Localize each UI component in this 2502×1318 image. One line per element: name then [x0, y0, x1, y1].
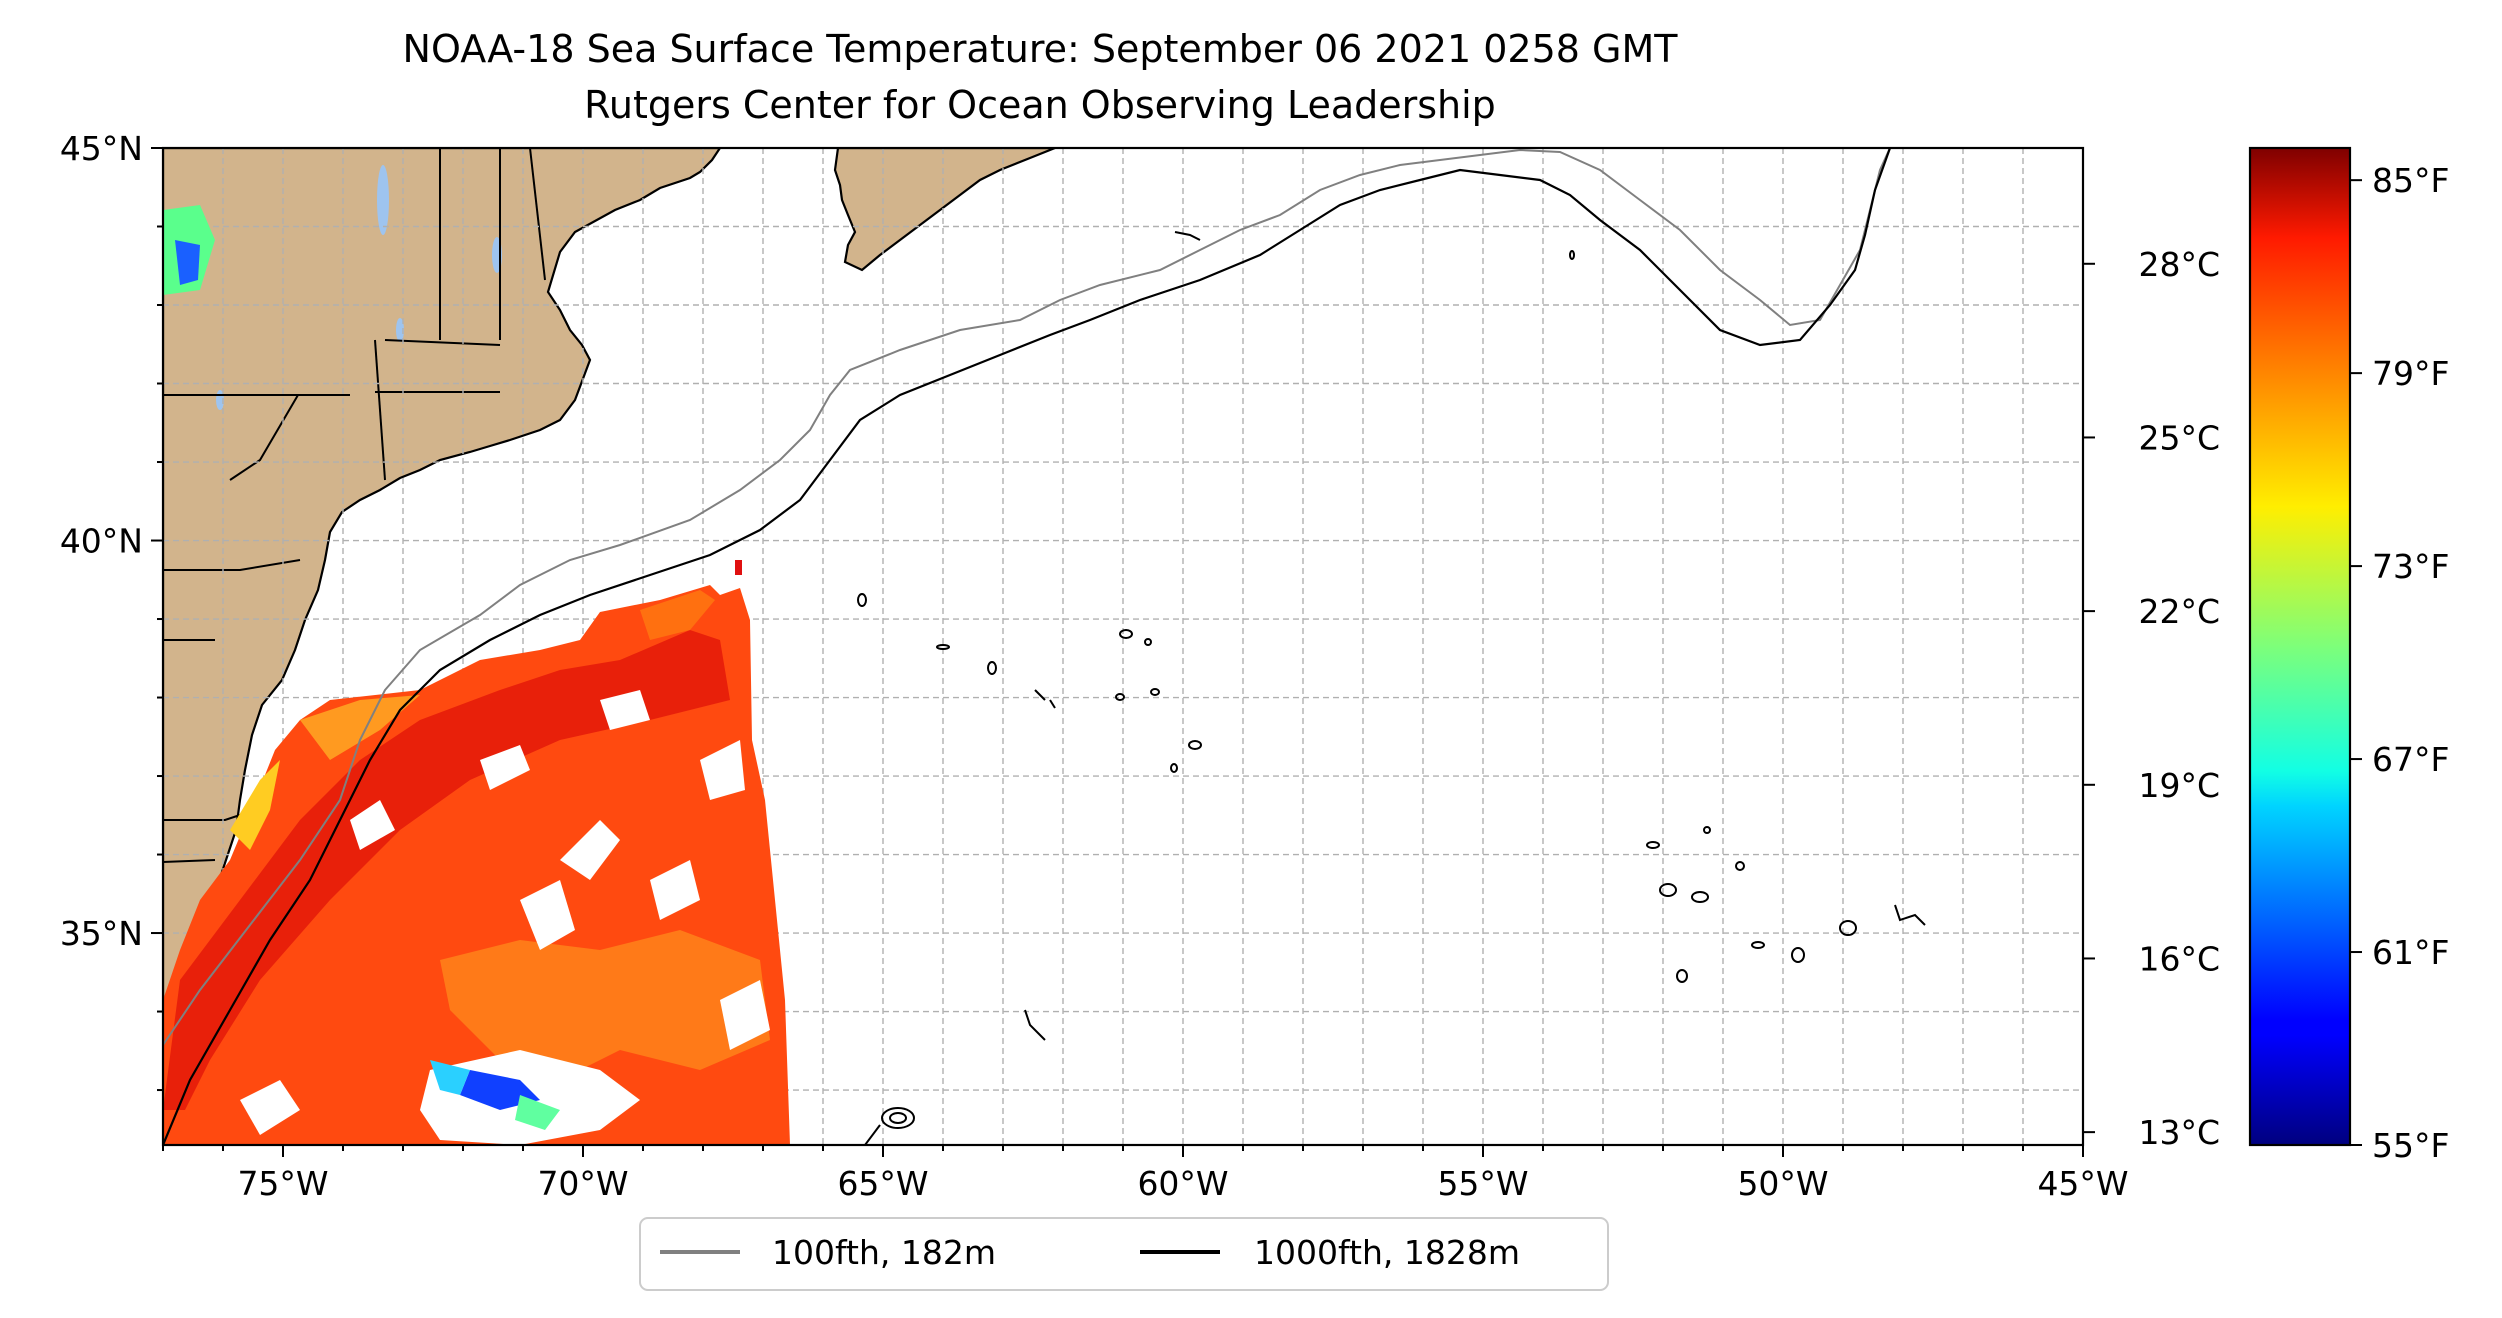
fahrenheit-tick-label: 85°F	[2372, 161, 2449, 200]
lat-tick-label: 40°N	[60, 522, 143, 561]
lon-tick-label: 45°W	[2037, 1164, 2128, 1203]
chart-subtitle: Rutgers Center for Ocean Observing Leade…	[584, 83, 1496, 127]
colorbar[interactable]: 28°C 25°C 22°C 19°C 16°C 13°C 85°F 79°F 73°F 67°…	[2083, 146, 2449, 1165]
sst-swath	[163, 205, 790, 1145]
legend: 100fth, 182m 1000fth, 1828m	[639, 1217, 1609, 1291]
state-borders	[163, 148, 546, 863]
lon-tick-label: 65°W	[837, 1164, 928, 1203]
fahrenheit-tick-label: 67°F	[2372, 740, 2449, 779]
legend-label-1000fth: 1000fth, 1828m	[1254, 1233, 1520, 1272]
legend-label-100fth: 100fth, 182m	[772, 1233, 996, 1272]
lon-tick-label: 70°W	[537, 1164, 628, 1203]
celsius-tick-label: 13°C	[2138, 1113, 2220, 1152]
seamount-contours	[857, 231, 1926, 1145]
isobath-100fth	[163, 148, 1891, 1046]
celsius-tick-label: 22°C	[2138, 592, 2220, 631]
lat-tick-label: 45°N	[60, 129, 143, 168]
celsius-tick-label: 25°C	[2138, 418, 2220, 457]
isobath-1000fth	[163, 148, 1892, 1145]
fahrenheit-tick-label: 55°F	[2372, 1126, 2449, 1165]
legend-box	[639, 1217, 1609, 1291]
lon-tick-label: 55°W	[1437, 1164, 1528, 1203]
colorbar-fahrenheit-axis: 85°F 79°F 73°F 67°F 61°F 55°F	[2350, 161, 2449, 1165]
lon-tick-label: 50°W	[1737, 1164, 1828, 1203]
fahrenheit-tick-label: 79°F	[2372, 354, 2449, 393]
lat-tick-label: 35°N	[60, 914, 143, 953]
colorbar-celsius-axis: 28°C 25°C 22°C 19°C 16°C 13°C	[2083, 245, 2220, 1152]
longitude-axis: 75°W 70°W 65°W 60°W 55°W 50°W 45°W	[162, 1145, 2129, 1203]
colorbar-gradient	[2248, 146, 2352, 1147]
latitude-axis: 45°N 40°N 35°N	[60, 129, 163, 1092]
chart-title: NOAA-18 Sea Surface Temperature: Septemb…	[402, 27, 1678, 71]
fahrenheit-tick-label: 73°F	[2372, 547, 2449, 586]
lon-tick-label: 60°W	[1137, 1164, 1228, 1203]
celsius-tick-label: 28°C	[2138, 245, 2220, 284]
fahrenheit-tick-label: 61°F	[2372, 933, 2449, 972]
map-area[interactable]	[163, 148, 2083, 1145]
lon-tick-label: 75°W	[237, 1164, 328, 1203]
celsius-tick-label: 16°C	[2138, 939, 2220, 978]
celsius-tick-label: 19°C	[2138, 766, 2220, 805]
